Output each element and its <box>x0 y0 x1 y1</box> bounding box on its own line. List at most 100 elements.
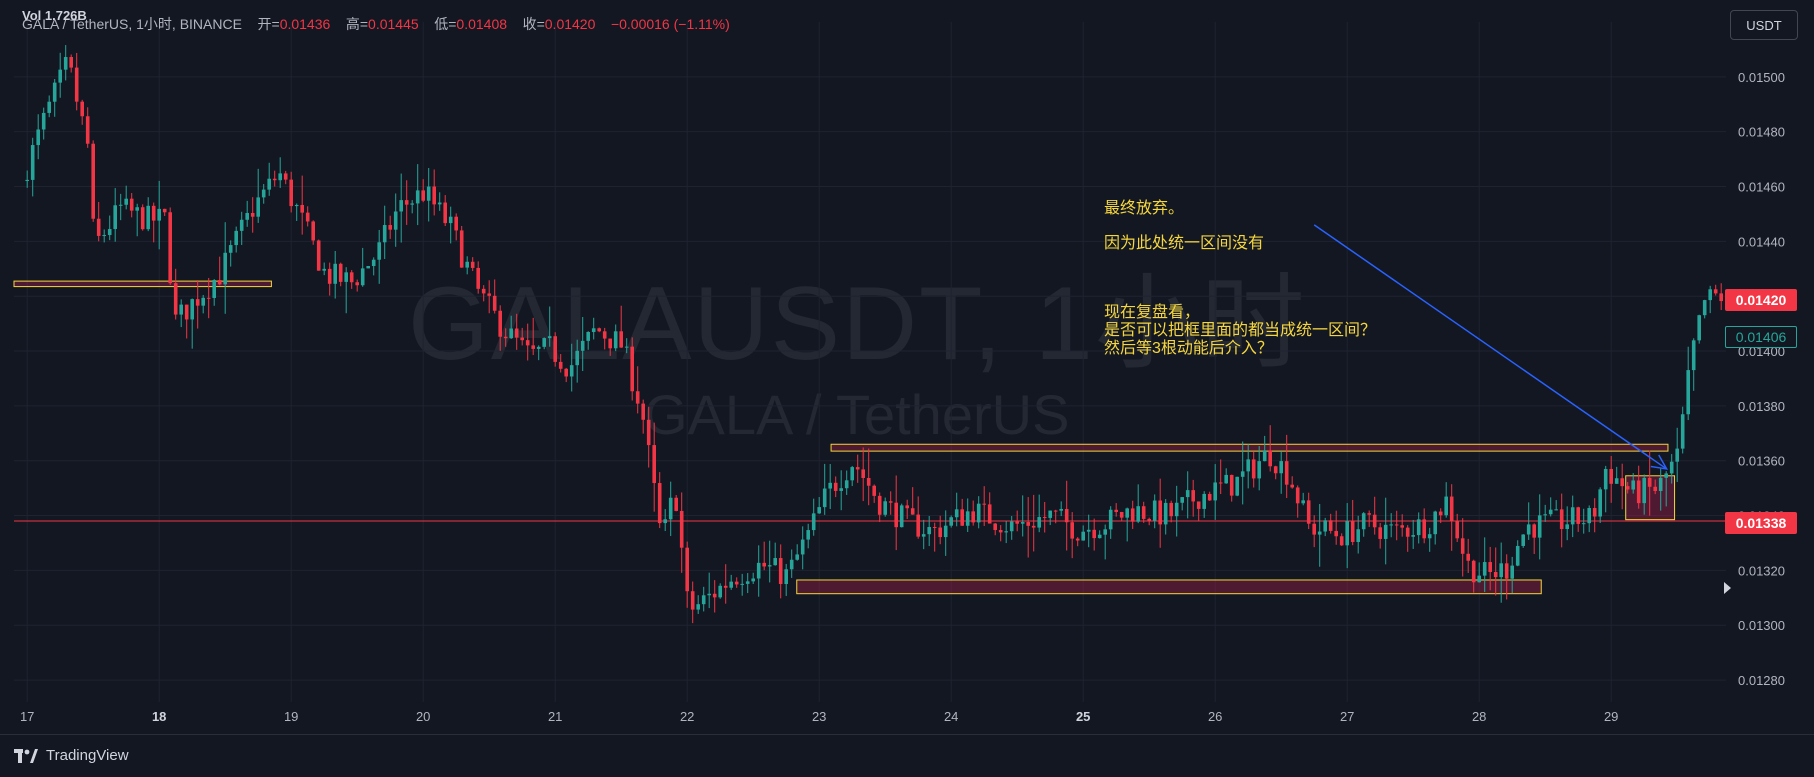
candle-body <box>1647 477 1652 487</box>
candle-body <box>492 295 497 311</box>
candle-body <box>531 345 535 349</box>
low-value: 0.01408 <box>456 16 508 32</box>
candle-body <box>140 207 145 230</box>
candle-body <box>195 299 200 306</box>
candle-body <box>30 145 35 180</box>
x-tick-label: 24 <box>944 709 958 724</box>
candle-body <box>470 261 475 268</box>
candle-body <box>1504 563 1509 579</box>
candle-body <box>305 212 310 222</box>
candle-body <box>1290 484 1294 488</box>
currency-button[interactable]: USDT <box>1730 10 1798 40</box>
candle-body <box>1185 490 1190 498</box>
open-value: 0.01436 <box>279 16 331 32</box>
candle-body <box>1268 450 1272 467</box>
range-box <box>796 579 1542 595</box>
candle-body <box>366 266 370 269</box>
candle-body <box>685 547 689 592</box>
high-label: 高= <box>345 16 369 32</box>
candle-body <box>283 173 288 180</box>
candle-body <box>1350 521 1355 542</box>
candle-body <box>1163 502 1168 525</box>
candle-body <box>701 595 706 605</box>
candle-body <box>239 219 244 231</box>
brand-label: TradingView <box>46 747 129 764</box>
candle-body <box>179 304 183 315</box>
candle-body <box>1257 461 1261 479</box>
annotation-line-2[interactable]: 因为此处统一区间没有 <box>1104 235 1265 252</box>
candle-body <box>536 346 541 349</box>
candle-body <box>157 208 161 221</box>
symbol-info[interactable]: GALA / TetherUS, 1小时, BINANCE <box>22 16 242 32</box>
candle-body <box>553 336 557 362</box>
candle-body <box>256 197 260 217</box>
candle-body <box>767 565 772 567</box>
candle-body <box>569 365 574 377</box>
x-tick-label: 26 <box>1208 709 1222 724</box>
candle-body <box>1477 575 1481 583</box>
candle-body <box>635 391 640 404</box>
candle-body <box>949 517 953 526</box>
candle-body <box>993 523 997 531</box>
last-price-tag: 0.01420 <box>1725 289 1797 311</box>
x-tick-label: 28 <box>1472 709 1486 724</box>
close-value: 0.01420 <box>544 16 596 32</box>
candle-body <box>1664 473 1668 478</box>
candle-body <box>52 82 57 102</box>
candle-body <box>514 328 519 338</box>
candle-body <box>976 503 981 523</box>
candle-body <box>1543 514 1547 516</box>
candle-body <box>1141 506 1146 519</box>
candle-body <box>223 252 227 285</box>
candle-body <box>1570 507 1575 525</box>
candle-body <box>1389 524 1393 526</box>
annotation-line-4[interactable]: 是否可以把框里面的都当成统一区间？ <box>1104 322 1377 339</box>
candle-body <box>1158 500 1162 525</box>
candle-body <box>1207 493 1212 501</box>
candle-body <box>723 585 728 588</box>
x-tick-label: 23 <box>812 709 826 724</box>
candle-body <box>113 205 117 230</box>
candle-body <box>1482 562 1487 576</box>
candle-body <box>509 328 513 339</box>
candle-body <box>850 467 854 481</box>
candle-body <box>602 331 607 339</box>
candle-body <box>85 116 90 144</box>
candle-body <box>1097 534 1102 539</box>
candle-body <box>1130 508 1135 522</box>
candle-body <box>91 143 95 219</box>
candle-body <box>657 483 662 524</box>
annotation-line-1[interactable]: 最终放弃。 <box>1104 200 1185 217</box>
candle-body <box>1323 520 1327 532</box>
candle-body <box>1460 538 1465 554</box>
tradingview-logo[interactable]: TradingView <box>14 747 129 764</box>
candle-body <box>916 514 920 537</box>
y-tick-label: 0.01280 <box>1738 673 1785 688</box>
annotation-line-5[interactable]: 然后等3根动能后介入？ <box>1104 340 1273 357</box>
candle-body <box>745 581 750 584</box>
candle-body <box>1675 448 1679 462</box>
candle-body <box>454 216 458 231</box>
candle-body <box>905 505 909 509</box>
candle-body <box>1378 527 1382 539</box>
candle-body <box>1603 468 1608 490</box>
candle-body <box>1081 531 1085 541</box>
candle-body <box>96 218 101 236</box>
candle-body <box>751 578 755 582</box>
range-box <box>13 280 272 288</box>
candle-body <box>1064 508 1069 523</box>
candle-body <box>1455 521 1459 539</box>
candle-body <box>1356 529 1360 542</box>
candle-body <box>525 340 530 346</box>
volume-label: Vol 1.726B <box>22 8 87 23</box>
candle-body <box>833 482 838 491</box>
annotation-line-3[interactable]: 现在复盘看， <box>1104 304 1201 321</box>
candle-body <box>756 562 761 579</box>
candle-body <box>800 539 805 555</box>
candle-body <box>1488 562 1492 572</box>
candle-body <box>1328 520 1333 531</box>
y-tick-label: 0.01460 <box>1738 180 1785 195</box>
candle-body <box>47 101 51 113</box>
